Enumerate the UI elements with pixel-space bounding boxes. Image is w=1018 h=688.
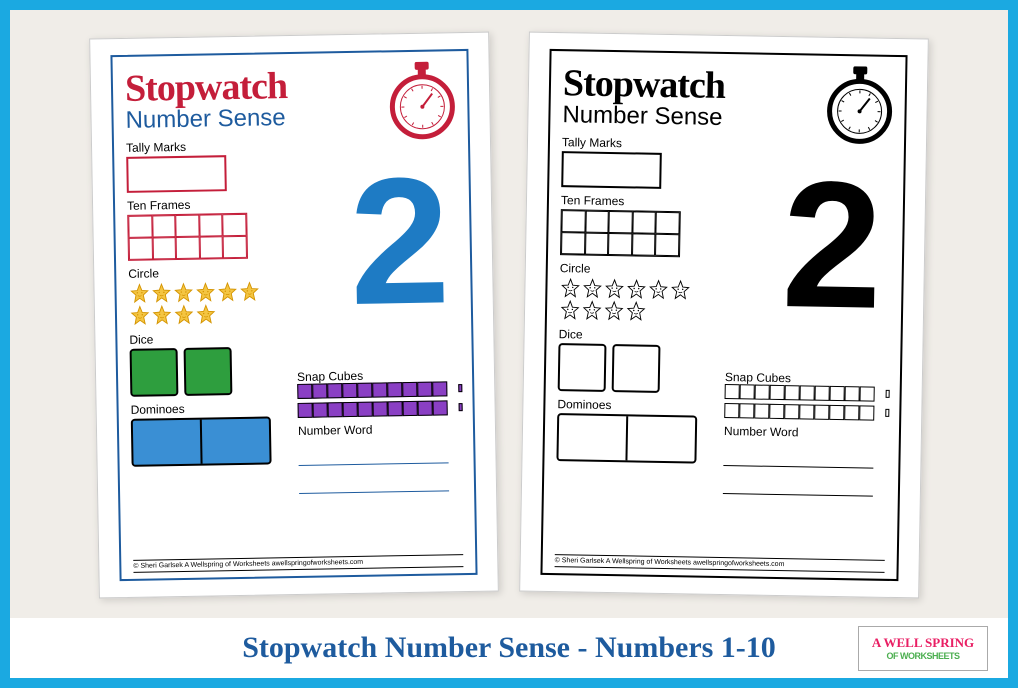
worksheet-color: Stopwatch Number Sense Tally Marks Ten F… — [89, 32, 499, 599]
worksheet-footer: © Sheri Garlsek A Wellspring of Workshee… — [133, 554, 463, 573]
tenframe — [560, 209, 681, 257]
caption-text: Stopwatch Number Sense - Numbers 1-10 — [160, 631, 858, 665]
snapcubes — [724, 384, 885, 421]
die — [130, 348, 179, 397]
dominoes — [131, 416, 272, 466]
right-column: Snap Cubes Number Word — [723, 364, 885, 497]
worksheet-inner-bw: Stopwatch Number Sense Tally Marks Ten F… — [540, 49, 907, 581]
photo-area: Stopwatch Number Sense Tally Marks Ten F… — [10, 10, 1008, 618]
numberword-line — [298, 443, 448, 466]
snapcubes — [297, 381, 458, 418]
big-number: 2 — [781, 155, 884, 337]
caption-bar: Stopwatch Number Sense - Numbers 1-10 A … — [10, 618, 1008, 678]
numberword-line — [299, 471, 449, 494]
dominoes — [556, 413, 697, 463]
numberword-line — [723, 446, 873, 469]
numberword-label: Number Word — [298, 421, 458, 438]
die — [612, 344, 661, 393]
worksheet-footer: © Sheri Garlsek A Wellspring of Workshee… — [555, 554, 885, 573]
logo-line1: A WELL SPRING — [872, 635, 974, 651]
stopwatch-icon — [824, 66, 895, 147]
image-frame: Stopwatch Number Sense Tally Marks Ten F… — [0, 0, 1018, 688]
worksheet-inner-color: Stopwatch Number Sense Tally Marks Ten F… — [110, 49, 477, 581]
stopwatch-icon — [387, 61, 458, 142]
big-number: 2 — [348, 151, 451, 333]
die — [558, 343, 607, 392]
stars-group — [128, 280, 279, 327]
brand-logo: A WELL SPRING OF WORKSHEETS — [858, 626, 988, 671]
numberword-label: Number Word — [724, 424, 884, 441]
right-column: Snap Cubes Number Word — [297, 361, 459, 494]
worksheet-bw: Stopwatch Number Sense Tally Marks Ten F… — [519, 32, 929, 599]
tenframe — [127, 213, 248, 261]
numberword-line — [723, 474, 873, 497]
tally-box — [126, 155, 227, 193]
stars-group — [559, 277, 710, 324]
die — [184, 347, 233, 396]
tally-box — [561, 151, 662, 189]
logo-line2: OF WORKSHEETS — [886, 651, 959, 661]
